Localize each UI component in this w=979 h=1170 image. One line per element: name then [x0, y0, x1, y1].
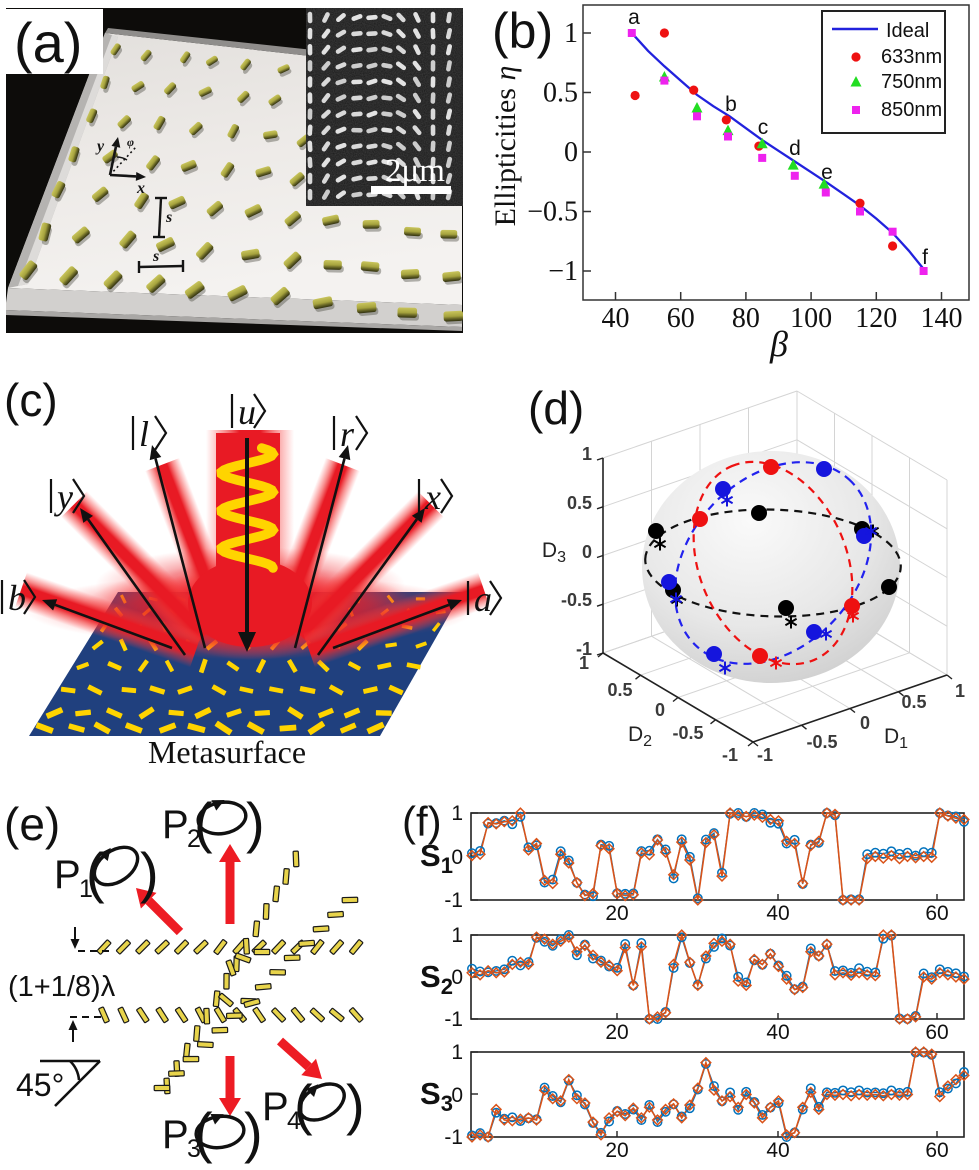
svg-text:1: 1: [579, 653, 589, 673]
svg-text:850nm: 850nm: [881, 99, 942, 121]
svg-text:1: 1: [79, 875, 93, 903]
svg-text:2: 2: [187, 825, 201, 853]
svg-text:e: e: [821, 161, 833, 184]
svg-text:y: y: [54, 477, 73, 517]
svg-text:60: 60: [667, 303, 695, 334]
svg-text:120: 120: [855, 303, 897, 334]
svg-text:140: 140: [921, 303, 963, 334]
svg-text:β: β: [769, 324, 788, 364]
svg-text:20: 20: [605, 1021, 628, 1044]
svg-text:40: 40: [766, 1139, 789, 1162]
svg-text:(: (: [294, 1073, 313, 1136]
svg-text:−1: −1: [548, 256, 578, 287]
svg-text:a: a: [628, 6, 640, 29]
svg-text:(b): (b): [492, 3, 553, 59]
svg-text:1: 1: [955, 681, 965, 701]
svg-text:-0.5: -0.5: [806, 732, 837, 752]
svg-text:s: s: [152, 248, 159, 265]
svg-text:0.5: 0.5: [567, 493, 592, 513]
svg-text:-1: -1: [757, 745, 773, 765]
svg-text:(f): (f): [402, 798, 442, 845]
svg-text:y: y: [95, 138, 105, 155]
svg-text:): ): [346, 1073, 365, 1136]
svg-text:60: 60: [925, 902, 948, 925]
svg-text:0.5: 0.5: [607, 680, 632, 700]
svg-text:x: x: [136, 180, 145, 197]
svg-text:0: 0: [860, 713, 870, 733]
svg-text:20: 20: [605, 1139, 628, 1162]
svg-text:P: P: [162, 1113, 189, 1157]
svg-text:0: 0: [451, 1084, 463, 1107]
svg-text:(1+1/8)λ: (1+1/8)λ: [8, 971, 116, 1003]
svg-text:750nm: 750nm: [881, 71, 942, 93]
svg-text:40: 40: [766, 902, 789, 925]
svg-text:60: 60: [925, 1021, 948, 1044]
svg-text:d: d: [789, 137, 801, 160]
svg-text:s: s: [165, 209, 172, 226]
svg-text:a: a: [474, 579, 492, 619]
svg-text:u: u: [238, 392, 256, 432]
svg-text:0: 0: [655, 700, 665, 720]
svg-text:): ): [246, 791, 265, 854]
svg-text:1: 1: [582, 444, 592, 464]
svg-text:0: 0: [451, 966, 463, 989]
svg-text:P: P: [54, 853, 81, 897]
svg-text:1: 1: [451, 1041, 463, 1064]
svg-text:0: 0: [582, 542, 592, 562]
svg-text:b: b: [725, 93, 737, 116]
svg-text:Metasurface: Metasurface: [148, 734, 306, 770]
svg-text:Ellipticities η: Ellipticities η: [489, 66, 522, 227]
svg-text:b: b: [8, 578, 26, 618]
svg-text:60: 60: [925, 1139, 948, 1162]
svg-text:4: 4: [287, 1107, 301, 1135]
svg-text:-1: -1: [444, 889, 463, 912]
svg-text:Ideal: Ideal: [886, 20, 929, 42]
svg-text:(c): (c): [4, 374, 58, 426]
svg-text:(d): (d): [528, 382, 584, 434]
svg-text:): ): [140, 841, 159, 904]
svg-text:c: c: [758, 116, 769, 139]
svg-text:-1: -1: [576, 639, 592, 659]
svg-text:P: P: [262, 1085, 289, 1129]
svg-text:45°: 45°: [16, 1067, 64, 1103]
svg-text:): ): [244, 1101, 263, 1164]
svg-text:-1: -1: [722, 745, 738, 765]
svg-text:1: 1: [451, 924, 463, 947]
svg-text:20: 20: [605, 902, 628, 925]
svg-text:-1: -1: [444, 1008, 463, 1031]
svg-text:40: 40: [766, 1021, 789, 1044]
svg-text:0: 0: [564, 137, 578, 168]
svg-text:1: 1: [564, 18, 578, 49]
svg-text:2μm: 2μm: [385, 153, 445, 189]
svg-text:f: f: [922, 246, 928, 269]
svg-text:0.5: 0.5: [901, 692, 926, 712]
svg-text:0.5: 0.5: [543, 78, 578, 109]
svg-text:100: 100: [790, 303, 832, 334]
svg-text:633nm: 633nm: [881, 46, 942, 68]
svg-text:φ: φ: [127, 135, 134, 149]
svg-text:P: P: [162, 803, 189, 847]
svg-text:0: 0: [451, 846, 463, 869]
svg-text:(e): (e): [4, 798, 60, 850]
svg-text:-0.5: -0.5: [561, 590, 592, 610]
svg-text:1: 1: [451, 802, 463, 825]
svg-text:l: l: [139, 414, 149, 454]
svg-text:-0.5: -0.5: [672, 723, 703, 743]
svg-text:−0.5: −0.5: [527, 197, 578, 228]
svg-text:80: 80: [732, 303, 760, 334]
svg-text:x: x: [424, 477, 441, 517]
svg-text:(a): (a): [14, 11, 82, 74]
svg-text:r: r: [340, 414, 355, 454]
svg-text:40: 40: [602, 303, 630, 334]
svg-text:-1: -1: [444, 1126, 463, 1149]
